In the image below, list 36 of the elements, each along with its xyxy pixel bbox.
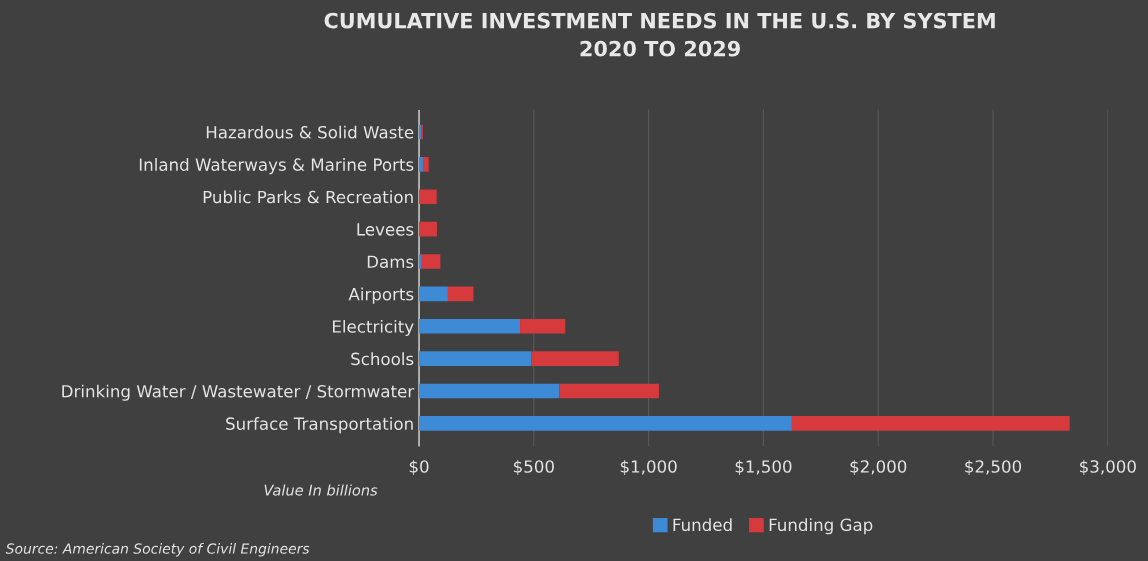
y-tick-label: Schools [351, 352, 414, 366]
bar [791, 416, 1070, 431]
y-tick-label: Airports [348, 287, 414, 304]
chart-title: CUMULATIVE INVESTMENT NEEDS IN THE U.S. BY SYSTEM 2020 TO 2029 [324, 12, 995, 57]
y-tick-label: Surface Transportation [226, 417, 413, 434]
x-tick-label: $3,000 [1080, 459, 1136, 475]
x-tick-label: $500 [513, 459, 554, 475]
bar [559, 383, 659, 399]
x-tick-label: $0 [409, 459, 429, 475]
y-tick-label: Drinking Water / Wastewater / Stormwater [62, 384, 415, 401]
legend-label: Funding Gap [769, 518, 873, 535]
x-tick-label: $2,000 [850, 459, 907, 475]
x-tick-label: $1,000 [620, 459, 677, 475]
legend-label: Funded [673, 518, 732, 532]
bar [419, 318, 521, 334]
bar [419, 383, 560, 399]
bar [447, 286, 474, 302]
bar [419, 351, 532, 366]
bar [419, 286, 448, 302]
y-tick-label: Inland Waterways & Marine Ports [139, 158, 414, 175]
bar [531, 351, 619, 366]
y-tick-label: Public Parks & Recreation [203, 190, 413, 204]
y-tick-label: Electricity [333, 319, 414, 337]
x-axis-title: Value In billions [264, 484, 378, 496]
y-tick-label: Hazardous & Solid Waste [206, 125, 414, 139]
bar [419, 416, 792, 431]
source-note: Source: American Society of Civil Engineers [5, 543, 310, 557]
y-tick-label: Dams [367, 255, 414, 269]
x-tick-label: $2,500 [965, 459, 1022, 475]
bar [419, 221, 437, 237]
bar [422, 157, 429, 172]
bar [421, 254, 441, 269]
x-tick-label: $1,500 [735, 459, 792, 475]
y-tick-label: Levees [357, 223, 414, 236]
bar [520, 318, 566, 334]
bar [419, 189, 437, 205]
